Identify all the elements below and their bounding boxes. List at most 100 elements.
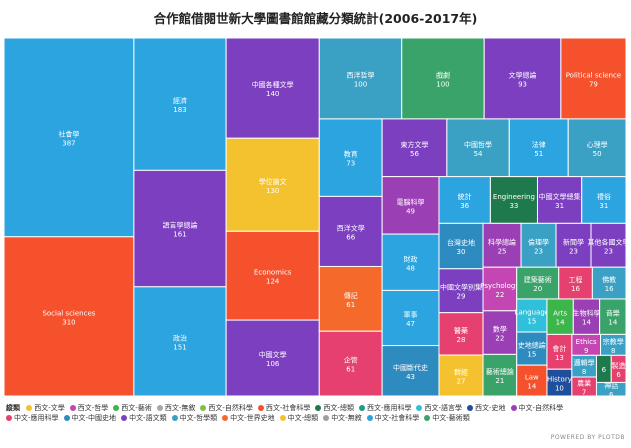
- legend-item[interactable]: 中文-中國史地: [63, 413, 116, 423]
- treemap-rect[interactable]: [595, 381, 627, 397]
- legend-item[interactable]: 中文-哲學類: [171, 413, 217, 423]
- treemap-rect[interactable]: [446, 118, 510, 178]
- treemap-rect[interactable]: [482, 310, 518, 355]
- treemap-rect[interactable]: [558, 266, 593, 300]
- treemap-rect[interactable]: [133, 169, 227, 288]
- legend-item[interactable]: 中文-世界史地: [222, 413, 275, 423]
- legend-item[interactable]: 中文-語文類: [121, 413, 167, 423]
- treemap-cell[interactable]: 神話6: [595, 381, 627, 399]
- treemap-cell[interactable]: 農業7: [571, 376, 597, 397]
- treemap-rect[interactable]: [225, 137, 320, 232]
- legend-item[interactable]: 西文-社會科學: [257, 403, 310, 413]
- treemap-cell[interactable]: 製造6: [610, 354, 627, 383]
- legend-item[interactable]: 中文-無敘: [323, 413, 362, 423]
- treemap-rect[interactable]: [546, 333, 573, 370]
- legend-item[interactable]: 西文-史地: [467, 403, 506, 413]
- treemap-rect[interactable]: [560, 37, 627, 120]
- treemap-rect[interactable]: [572, 298, 601, 335]
- legend-item[interactable]: 中文-社會科學: [366, 413, 419, 423]
- treemap-rect[interactable]: [438, 312, 484, 356]
- treemap-rect[interactable]: [381, 176, 440, 235]
- treemap-rect[interactable]: [318, 118, 383, 197]
- treemap-rect[interactable]: [546, 368, 573, 397]
- treemap-rect[interactable]: [318, 195, 383, 267]
- treemap-rect[interactable]: [590, 222, 627, 268]
- treemap-rect[interactable]: [401, 37, 485, 120]
- treemap-rect[interactable]: [3, 236, 135, 397]
- legend-item[interactable]: 西文-藝術: [113, 403, 152, 413]
- treemap-rect[interactable]: [438, 354, 484, 397]
- treemap-rect[interactable]: [438, 268, 484, 314]
- treemap-rect[interactable]: [381, 345, 440, 397]
- legend-item[interactable]: 中文-應用科學: [6, 413, 59, 423]
- legend-item[interactable]: 西文-總類: [315, 403, 354, 413]
- treemap-rect[interactable]: [133, 286, 227, 397]
- treemap-rect[interactable]: [483, 37, 562, 120]
- legend-item[interactable]: 西文-應用科學: [358, 403, 411, 413]
- legend-item[interactable]: 西文-無敘: [156, 403, 195, 413]
- treemap-rect[interactable]: [581, 176, 627, 224]
- legend-item[interactable]: 西文-語言學: [416, 403, 462, 413]
- treemap-rect[interactable]: [591, 266, 627, 300]
- legend-item[interactable]: 西文-文學: [26, 403, 65, 413]
- legend-item[interactable]: 中文-自然科學: [510, 403, 563, 413]
- treemap-rect[interactable]: [567, 118, 627, 178]
- treemap-rect[interactable]: [225, 230, 320, 321]
- treemap-rect[interactable]: [482, 266, 518, 312]
- legend-item[interactable]: 中文-總類: [279, 413, 318, 423]
- treemap-rect[interactable]: [536, 176, 583, 224]
- treemap-rect[interactable]: [225, 37, 320, 139]
- treemap-cell[interactable]: 6: [595, 354, 612, 383]
- treemap-rect[interactable]: [225, 319, 320, 397]
- treemap-rect[interactable]: [381, 289, 440, 347]
- treemap-rect[interactable]: [516, 364, 548, 397]
- legend-item[interactable]: 西文-自然科學: [200, 403, 253, 413]
- legend-item[interactable]: 西文-哲學: [69, 403, 108, 413]
